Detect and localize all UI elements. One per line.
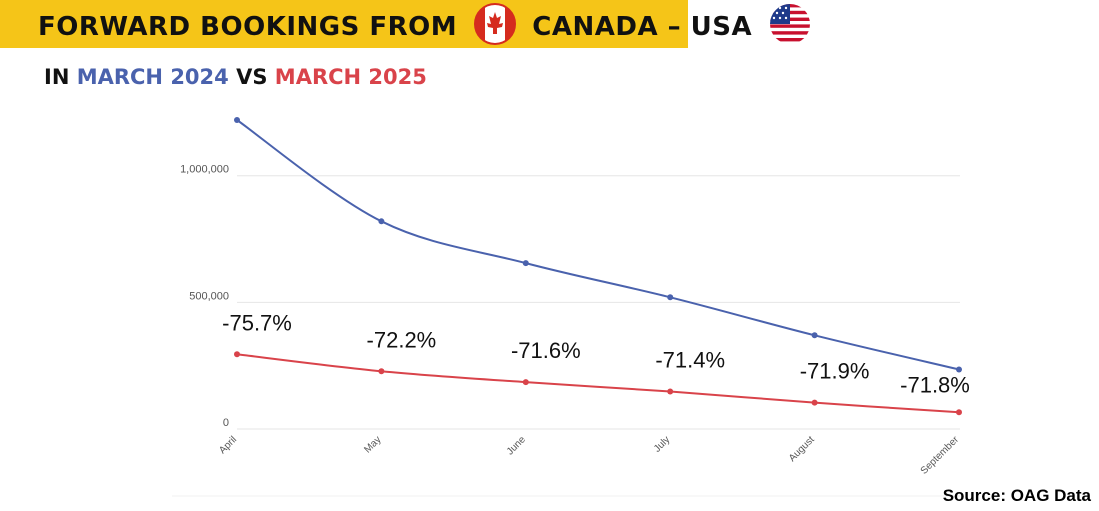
data-point-2025 [956,409,962,416]
subtitle-in: IN [44,65,70,89]
x-tick-label: June [505,434,528,457]
data-point-2024 [956,366,962,373]
percent-change-label: -71.9% [800,359,870,384]
x-tick-label: May [362,434,383,455]
y-tick-label: 500,000 [189,290,229,302]
percent-change-label: -75.7% [222,310,292,335]
data-point-2025 [234,351,240,358]
source-note: Source: OAG Data [942,486,1091,505]
canada-flag-icon [473,3,516,45]
title-part-2: CANADA – USA [532,12,753,42]
series-line-2025 [236,353,960,414]
data-point-2024 [378,218,385,225]
data-point-2025 [811,399,818,406]
x-tick-label: April [217,434,239,456]
data-point-2025 [378,368,385,375]
data-point-2024 [811,332,818,339]
percent-change-label: -72.2% [367,327,437,352]
series-line-2024 [236,119,960,371]
title-part-1: FORWARD BOOKINGS FROM [38,12,458,42]
data-point-2025 [522,379,529,386]
subtitle-vs: VS [236,65,268,89]
title-banner [0,0,688,48]
x-tick-label: September [919,434,962,477]
data-point-2024 [234,117,240,123]
percent-change-label: -71.8% [900,372,970,397]
x-tick-label: August [787,434,817,464]
x-tick-label: July [652,434,672,454]
data-point-2024 [667,294,674,301]
percent-change-label: -71.6% [511,338,581,363]
y-tick-label: 0 [223,417,229,429]
percent-change-label: -71.4% [655,348,725,373]
data-point-2024 [522,260,529,267]
y-tick-label: 1,000,000 [180,164,229,176]
data-point-2025 [667,388,674,395]
usa-flag-icon [769,4,810,44]
page-title: FORWARD BOOKINGS FROM CANADA – USA [38,3,818,46]
page-subtitle: IN MARCH 2024 VS MARCH 2025 [44,62,427,92]
subtitle-2024: MARCH 2024 [76,65,229,89]
subtitle-2025: MARCH 2025 [274,65,427,89]
